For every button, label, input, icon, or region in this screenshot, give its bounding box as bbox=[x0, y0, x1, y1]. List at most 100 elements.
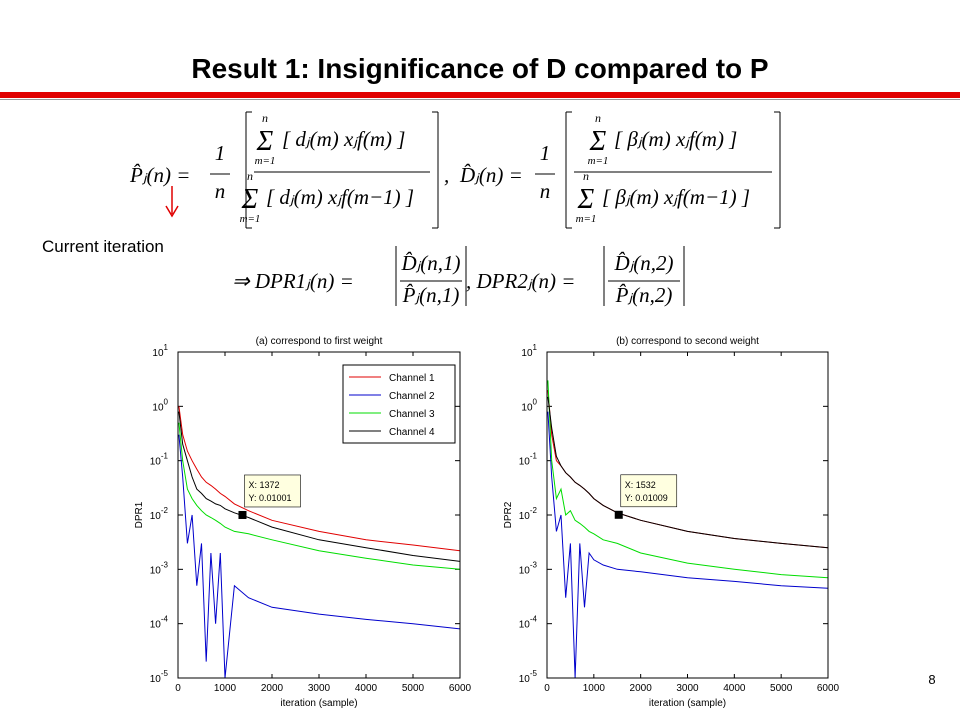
eq-text: , DPR2ⱼ(n) = bbox=[466, 269, 575, 293]
legend-label: Channel 2 bbox=[389, 391, 435, 402]
x-tick-label: 3000 bbox=[676, 683, 699, 694]
series-line bbox=[178, 434, 460, 678]
x-tick-label: 0 bbox=[544, 683, 550, 694]
chart: (b) correspond to second weight iteration… bbox=[503, 336, 840, 709]
eq-text: Σ bbox=[241, 184, 259, 215]
y-tick-label: 10-3 bbox=[150, 560, 169, 576]
eq-text: ⇒ DPR1ⱼ(n) = bbox=[232, 269, 354, 293]
arrow bbox=[165, 186, 179, 218]
series-line bbox=[547, 396, 828, 549]
eq-text: [ βⱼ(m) xⱼf(m−1) ] bbox=[602, 185, 750, 209]
y-tick-label: 10-1 bbox=[150, 452, 169, 468]
x-tick-label: 1000 bbox=[214, 683, 237, 694]
eq-text: , bbox=[444, 163, 449, 187]
plot-area bbox=[547, 352, 828, 678]
y-tick-label: 10-4 bbox=[519, 615, 538, 631]
equation-2: ⇒ DPR1ⱼ(n) = D̂ⱼ(n,1) P̂ⱼ(n,1) , DPR2ⱼ(n… bbox=[232, 246, 685, 307]
eq-text: n bbox=[215, 179, 226, 203]
y-tick-label: 101 bbox=[521, 343, 537, 359]
x-tick-label: 5000 bbox=[402, 683, 425, 694]
y-axis-label: DPR2 bbox=[503, 501, 514, 528]
datatip-box bbox=[244, 474, 301, 508]
eq-text: [ dⱼ(m) xⱼf(m) ] bbox=[282, 127, 405, 151]
charts: (a) correspond to first weight iteration … bbox=[134, 336, 840, 709]
eq-text: n bbox=[540, 179, 551, 203]
series-line bbox=[547, 411, 828, 678]
y-tick-label: 10-5 bbox=[150, 669, 169, 685]
eq-text: m=1 bbox=[576, 213, 597, 225]
eq-text: Σ bbox=[256, 126, 274, 157]
x-tick-label: 2000 bbox=[261, 683, 284, 694]
y-tick-label: 101 bbox=[152, 343, 168, 359]
chart-title: (a) correspond to first weight bbox=[256, 336, 383, 347]
page-number: 8 bbox=[928, 672, 935, 687]
eq-text: D̂ⱼ(n) = bbox=[459, 163, 523, 187]
legend-label: Channel 1 bbox=[389, 373, 435, 384]
y-tick-label: 10-5 bbox=[519, 669, 538, 685]
note: Current iteration bbox=[42, 237, 164, 256]
equation-1: P̂ⱼ(n) = 1 n n Σ m=1 [ dⱼ(m) xⱼf(m) ] n … bbox=[129, 111, 781, 229]
series-line bbox=[178, 422, 460, 570]
y-tick-label: 10-2 bbox=[150, 506, 169, 522]
series-line bbox=[178, 406, 460, 552]
datatip-text: X: 1532 bbox=[625, 480, 656, 490]
datatip-text: Y: 0.01001 bbox=[248, 493, 291, 503]
x-axis-label: iteration (sample) bbox=[280, 698, 357, 709]
series-line bbox=[547, 380, 828, 579]
plot-frame bbox=[177, 351, 461, 679]
x-tick-label: 3000 bbox=[308, 683, 331, 694]
slide-title: Result 1: Insignificance of D compared t… bbox=[191, 53, 768, 84]
eq-text: n bbox=[247, 169, 253, 183]
y-tick-label: 10-2 bbox=[519, 506, 538, 522]
eq-text: 1 bbox=[540, 141, 551, 165]
y-tick-label: 10-1 bbox=[519, 452, 538, 468]
x-tick-label: 6000 bbox=[449, 683, 472, 694]
eq-text: Σ bbox=[589, 126, 607, 157]
eq-text: m=1 bbox=[240, 213, 261, 225]
chart-title: (b) correspond to second weight bbox=[616, 336, 759, 347]
eq-text: n bbox=[595, 111, 601, 125]
x-tick-label: 1000 bbox=[583, 683, 606, 694]
eq-text: m=1 bbox=[588, 155, 609, 167]
legend-box bbox=[342, 364, 456, 444]
plot-frame bbox=[546, 351, 829, 679]
x-tick-label: 4000 bbox=[355, 683, 378, 694]
datatip-text: Y: 0.01009 bbox=[625, 493, 668, 503]
x-tick-label: 5000 bbox=[770, 683, 793, 694]
x-tick-label: 0 bbox=[175, 683, 181, 694]
eq-text: D̂ⱼ(n,2) bbox=[613, 251, 673, 275]
eq-text: D̂ⱼ(n,1) bbox=[400, 251, 460, 275]
y-axis-label: DPR1 bbox=[134, 501, 145, 528]
eq-text: Σ bbox=[577, 184, 595, 215]
eq-text: [ dⱼ(m) xⱼf(m−1) ] bbox=[266, 185, 414, 209]
datatip-text: X: 1372 bbox=[248, 480, 279, 490]
y-tick-label: 100 bbox=[152, 397, 168, 413]
datatip-marker bbox=[614, 510, 623, 519]
x-axis-label: iteration (sample) bbox=[649, 698, 726, 709]
eq-text: n bbox=[583, 169, 589, 183]
eq-text: P̂ⱼ(n,2) bbox=[615, 283, 673, 307]
y-tick-label: 100 bbox=[521, 397, 537, 413]
chart: (a) correspond to first weight iteration … bbox=[134, 336, 472, 709]
x-tick-label: 6000 bbox=[817, 683, 840, 694]
abs-bar bbox=[395, 246, 467, 306]
bracket bbox=[245, 111, 439, 229]
legend-label: Channel 4 bbox=[389, 427, 435, 438]
title-rule bbox=[0, 92, 960, 98]
x-tick-label: 4000 bbox=[723, 683, 746, 694]
datatip-marker bbox=[238, 510, 247, 519]
y-tick-label: 10-3 bbox=[519, 560, 538, 576]
eq-text: n bbox=[262, 111, 268, 125]
eq-text: 1 bbox=[215, 141, 226, 165]
series-line bbox=[178, 411, 460, 562]
eq-text: [ βⱼ(m) xⱼf(m) ] bbox=[614, 127, 737, 151]
bracket bbox=[565, 111, 781, 229]
title-rule-shadow bbox=[0, 99, 960, 100]
eq-text: m=1 bbox=[255, 155, 276, 167]
x-tick-label: 2000 bbox=[630, 683, 653, 694]
y-tick-label: 10-4 bbox=[150, 615, 169, 631]
datatip-box bbox=[620, 474, 678, 508]
abs-bar bbox=[603, 246, 685, 306]
legend-label: Channel 3 bbox=[389, 409, 435, 420]
